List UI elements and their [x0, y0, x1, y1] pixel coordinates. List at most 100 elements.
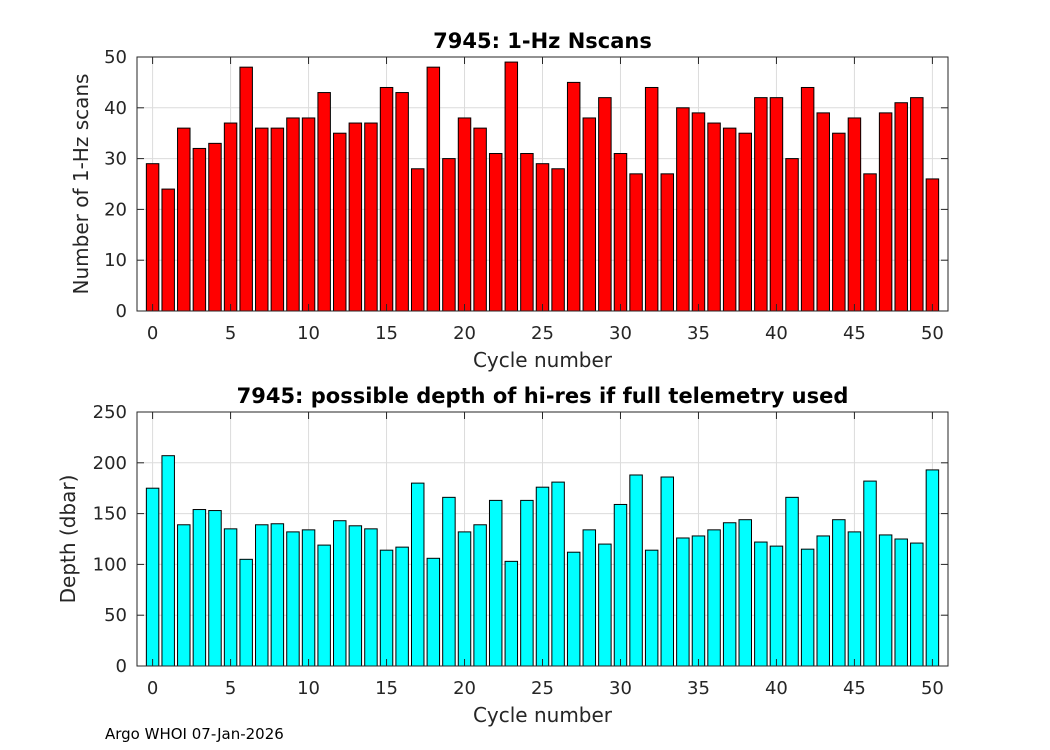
x-tick-label: 25 — [531, 323, 554, 344]
bar — [707, 529, 721, 667]
bar — [364, 528, 378, 667]
y-axis-label: Depth (dbar) — [56, 475, 80, 604]
bar — [192, 509, 207, 667]
x-tick-label: 30 — [609, 323, 632, 344]
bar — [426, 557, 441, 667]
bar — [535, 163, 550, 312]
bar — [208, 142, 222, 312]
bar — [676, 537, 690, 667]
bar — [223, 122, 238, 312]
bar — [847, 117, 862, 312]
bar — [925, 178, 940, 312]
x-tick-label: 0 — [147, 678, 158, 699]
x-tick-label: 20 — [453, 678, 476, 699]
bar — [317, 92, 331, 312]
bar — [894, 538, 908, 667]
bar — [598, 543, 612, 667]
bar — [910, 97, 924, 312]
bar — [754, 541, 768, 667]
y-tick-label: 0 — [116, 656, 127, 677]
bar — [582, 117, 597, 312]
bar — [660, 476, 675, 667]
bar — [878, 534, 893, 667]
bar-series — [145, 61, 940, 312]
x-axis-label: Cycle number — [473, 703, 613, 727]
bar — [270, 523, 285, 667]
bar — [504, 61, 519, 312]
bar — [722, 522, 737, 667]
bar — [301, 529, 316, 667]
y-tick-label: 0 — [116, 301, 127, 322]
bar — [333, 520, 347, 667]
x-tick-label: 45 — [843, 323, 866, 344]
bar — [566, 551, 581, 667]
bar — [473, 127, 487, 312]
bar — [785, 496, 799, 667]
bar — [847, 531, 862, 667]
bar — [426, 66, 441, 312]
bar — [910, 542, 924, 667]
bar — [863, 173, 877, 312]
x-tick-label: 10 — [297, 678, 320, 699]
bar — [738, 132, 752, 312]
bar — [754, 97, 768, 312]
bar — [457, 117, 472, 312]
footer-credit: Argo WHOI 07-Jan-2026 — [105, 725, 284, 743]
chart-title: 7945: possible depth of hi-res if full t… — [237, 384, 849, 408]
bar — [145, 487, 160, 667]
bar — [161, 188, 175, 312]
bar — [457, 531, 472, 667]
x-tick-label: 50 — [921, 678, 944, 699]
x-tick-label: 5 — [225, 323, 236, 344]
y-tick-label: 30 — [104, 149, 127, 170]
x-tick-label: 40 — [765, 323, 788, 344]
bar — [535, 486, 550, 667]
y-tick-label: 10 — [104, 250, 127, 271]
bar — [286, 117, 300, 312]
bar — [488, 499, 503, 667]
bar — [239, 558, 253, 667]
bar — [691, 535, 706, 667]
y-tick-label: 20 — [104, 199, 127, 220]
bar — [410, 168, 425, 312]
bar-series — [145, 455, 940, 667]
x-tick-label: 35 — [687, 323, 710, 344]
bar — [239, 66, 253, 312]
x-tick-label: 10 — [297, 323, 320, 344]
bar — [629, 173, 643, 312]
bar — [286, 531, 300, 667]
bar — [566, 81, 581, 312]
x-tick-label: 35 — [687, 678, 710, 699]
bar — [785, 158, 799, 312]
y-tick-label: 250 — [93, 402, 127, 423]
bar — [738, 519, 752, 667]
bar — [520, 499, 534, 667]
y-axis-label: Number of 1-Hz scans — [69, 74, 93, 295]
bar — [551, 168, 565, 312]
y-tick-label: 50 — [104, 47, 127, 68]
bar — [161, 455, 175, 667]
bar — [691, 112, 706, 312]
bar — [348, 122, 363, 312]
bar — [520, 153, 534, 312]
bar — [192, 147, 207, 312]
bar — [660, 173, 675, 312]
bar — [629, 474, 643, 667]
bar — [504, 560, 519, 667]
bar — [333, 132, 347, 312]
chart-panel-2: 0 5 10 15 20 25 30 35 40 45 50 0 50 100 150 200 250 7945:… — [56, 384, 949, 727]
chart-panel-1: 0 5 10 15 20 25 30 35 40 45 50 0 10 20 30 40 50 7945: 1-H… — [69, 29, 949, 372]
bar — [769, 545, 784, 667]
bar — [177, 127, 191, 312]
x-tick-label: 50 — [921, 323, 944, 344]
bar — [925, 469, 940, 667]
bar — [598, 97, 612, 312]
bar — [301, 117, 316, 312]
y-tick-label: 50 — [104, 605, 127, 626]
y-tick-label: 100 — [93, 554, 127, 575]
bar — [442, 158, 456, 312]
bar — [145, 163, 160, 312]
y-tick-label: 40 — [104, 98, 127, 119]
x-tick-label: 25 — [531, 678, 554, 699]
bar — [255, 127, 269, 312]
